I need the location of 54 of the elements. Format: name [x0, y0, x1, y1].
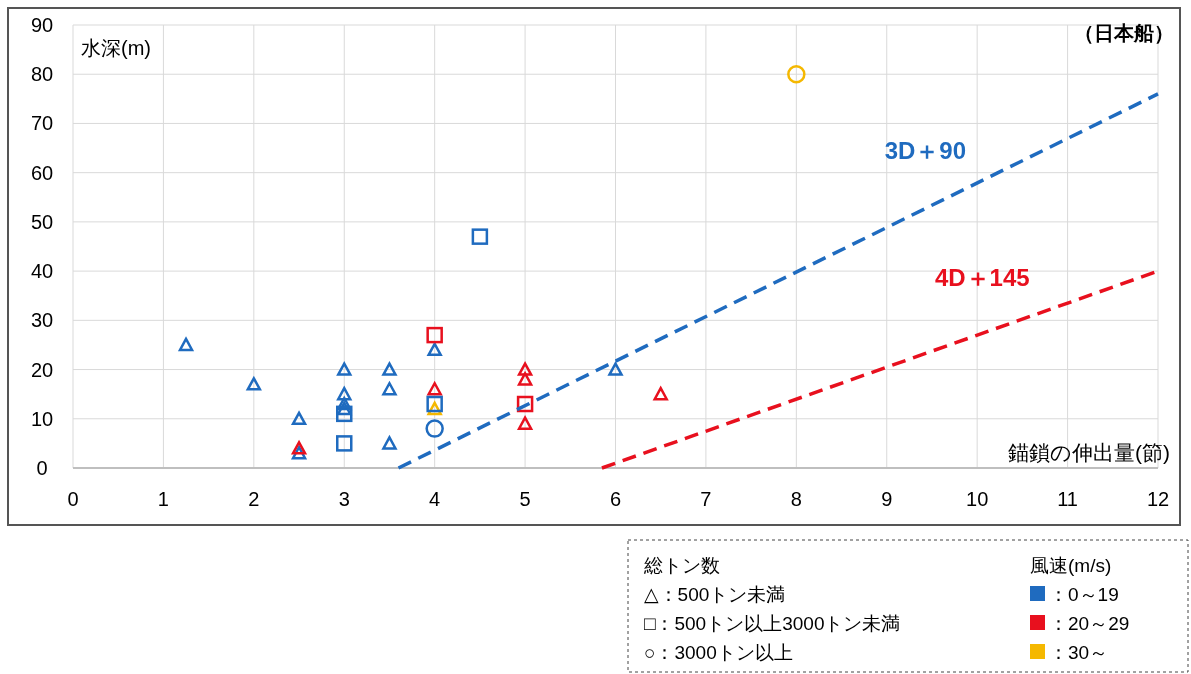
y-tick-label: 40	[30, 260, 54, 283]
x-axis-title: 錨鎖の伸出量(節)	[1008, 441, 1170, 464]
y-tick-label: 0	[36, 457, 48, 479]
y-axis-title: 水深(m)	[81, 37, 151, 59]
x-tick-label: 8	[790, 488, 802, 510]
point	[246, 377, 262, 391]
point	[653, 386, 668, 401]
point	[426, 395, 443, 413]
x-tick-label: 1	[157, 488, 169, 510]
point	[517, 362, 533, 376]
point	[291, 441, 307, 455]
x-tick-label: 11	[1057, 488, 1078, 510]
point	[291, 411, 307, 426]
x-tick-label: 0	[67, 488, 79, 510]
point	[337, 386, 352, 401]
point	[426, 326, 443, 344]
point	[427, 342, 442, 357]
legend: 総トン数 △：500トン未満 □：500トン以上3000トン未満 ○：3000トン以上 風速(m/s) ：0～19 ：20～29 ：30～	[627, 539, 1189, 673]
point	[517, 372, 533, 386]
point	[178, 337, 194, 352]
x-tick-label: 10	[966, 488, 989, 510]
point	[516, 395, 534, 413]
y-tick-label: 10	[30, 407, 54, 430]
series-label: 4D＋145	[934, 264, 1030, 292]
point	[427, 381, 442, 396]
chart-subtitle: （日本船）	[1074, 22, 1174, 44]
point	[337, 396, 352, 411]
x-tick-label: 5	[519, 488, 531, 510]
y-tick-label: 60	[30, 161, 54, 184]
y-tick-label: 20	[30, 358, 54, 381]
point	[336, 405, 353, 423]
x-tick-label: 2	[248, 488, 260, 510]
point	[471, 228, 489, 245]
y-tick-label: 50	[30, 210, 54, 233]
x-tick-label: 3	[338, 488, 350, 510]
x-tick-label: 9	[881, 488, 893, 510]
series-label: 3D＋90	[884, 136, 967, 164]
x-tick-label: 7	[700, 488, 712, 510]
y-tick-label: 70	[30, 112, 54, 135]
point	[336, 435, 353, 452]
x-tick-label: 6	[609, 488, 622, 510]
point	[382, 436, 397, 450]
point	[337, 401, 352, 416]
y-tick-label: 90	[30, 14, 54, 36]
point	[608, 362, 623, 376]
point	[517, 416, 533, 430]
x-tick-label: 12	[1146, 488, 1170, 510]
point	[337, 362, 352, 376]
point	[382, 381, 397, 396]
y-tick-label: 80	[30, 63, 54, 86]
point	[382, 362, 397, 376]
x-tick-label: 4	[429, 488, 441, 510]
y-tick-label: 30	[30, 309, 54, 332]
point	[787, 64, 806, 84]
